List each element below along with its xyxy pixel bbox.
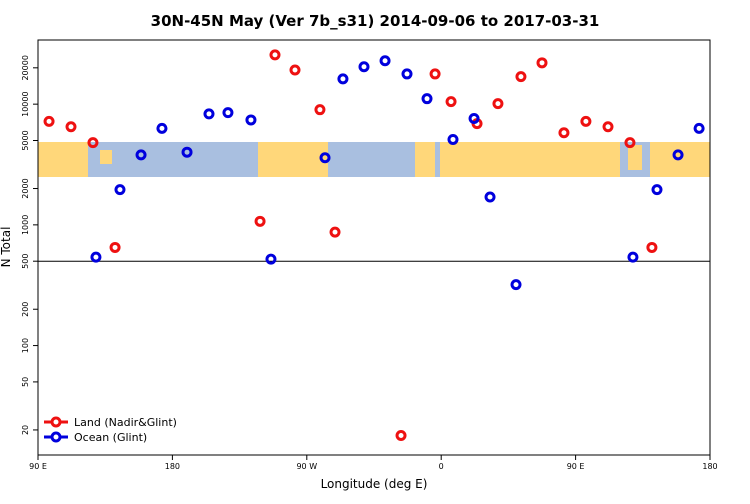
y-tick-label: 20000 [21, 55, 30, 80]
point [114, 184, 126, 196]
point [492, 98, 504, 110]
point [395, 429, 407, 441]
y-tick-label: 500 [21, 254, 30, 269]
point [337, 73, 349, 85]
plot-frame [37, 39, 711, 456]
y-tick-label: 1000 [21, 215, 30, 235]
legend-marker [50, 431, 62, 443]
chart-title: 30N-45N May (Ver 7b_s31) 2014-09-06 to 2… [151, 12, 600, 30]
legend-marker [50, 416, 62, 428]
point [624, 137, 636, 149]
point [269, 49, 281, 61]
point [693, 122, 705, 134]
point [43, 115, 55, 127]
point [401, 68, 413, 80]
point [580, 115, 592, 127]
point [646, 241, 658, 253]
x-tick-label: 180 [165, 462, 180, 471]
point [222, 107, 234, 119]
point [254, 215, 266, 227]
legend-label: Land (Nadir&Glint) [74, 416, 177, 429]
y-tick-label: 2000 [21, 178, 30, 198]
point [245, 114, 257, 126]
point [314, 104, 326, 116]
point [651, 184, 663, 196]
point [429, 68, 441, 80]
point [90, 251, 102, 263]
point [672, 149, 684, 161]
x-tick-label: 90 W [296, 462, 317, 471]
legend-label: Ocean (Glint) [74, 431, 147, 444]
point [319, 152, 331, 164]
x-tick-label: 90 E [567, 462, 585, 471]
point [627, 251, 639, 263]
point [135, 149, 147, 161]
point [421, 93, 433, 105]
point [515, 71, 527, 83]
x-tick-label: 0 [439, 462, 444, 471]
point [87, 137, 99, 149]
y-tick-label: 50 [21, 377, 30, 387]
point [379, 55, 391, 67]
y-tick-label: 100 [21, 338, 30, 353]
point [65, 121, 77, 133]
point [510, 279, 522, 291]
point [329, 226, 341, 238]
point [536, 57, 548, 69]
point [358, 61, 370, 73]
point [468, 113, 480, 125]
x-tick-label: 90 E [29, 462, 47, 471]
x-tick-label: 180 [702, 462, 717, 471]
y-tick-label: 200 [21, 302, 30, 317]
y-tick-label: 20 [21, 425, 30, 435]
y-tick-label: 10000 [21, 91, 30, 116]
map-strip [38, 142, 710, 177]
y-tick-label: 5000 [21, 130, 30, 150]
point [602, 121, 614, 133]
point [181, 146, 193, 158]
point [558, 127, 570, 139]
point [289, 64, 301, 76]
point [484, 191, 496, 203]
point [445, 96, 457, 108]
x-axis-label: Longitude (deg E) [321, 477, 428, 491]
point [203, 108, 215, 120]
point [109, 241, 121, 253]
point [265, 253, 277, 265]
y-axis-label: N Total [0, 227, 13, 268]
point [156, 122, 168, 134]
point [447, 133, 459, 145]
